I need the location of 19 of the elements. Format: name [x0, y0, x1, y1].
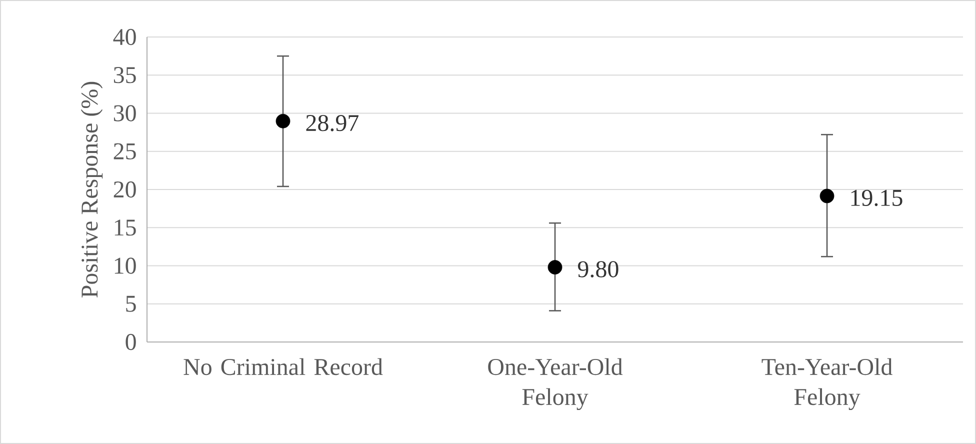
x-tick-label: No Criminal Record	[184, 358, 383, 376]
y-tick-label: 15	[114, 220, 136, 236]
y-tick-label: 20	[114, 181, 136, 198]
y-tick-label: 25	[114, 143, 136, 160]
y-tick-label: 30	[114, 105, 136, 122]
y-axis-title: Positive Response (%)	[80, 82, 103, 298]
data-label: 28.97	[306, 114, 359, 132]
y-tick-label: 10	[114, 258, 136, 274]
y-tick-label: 35	[114, 67, 136, 84]
data-label: 19.15	[851, 190, 902, 206]
point	[276, 114, 290, 128]
y-tick-label: 40	[113, 28, 136, 46]
point	[820, 188, 834, 204]
y-tick-label: 5	[126, 296, 136, 312]
x-tick-label: Ten-Year-Old Felony	[762, 358, 892, 410]
data-label: 9.80	[578, 261, 618, 278]
x-tick-label: One-Year-Old Felony	[488, 358, 623, 410]
y-tick-label: 0	[126, 334, 136, 350]
point	[548, 260, 562, 274]
